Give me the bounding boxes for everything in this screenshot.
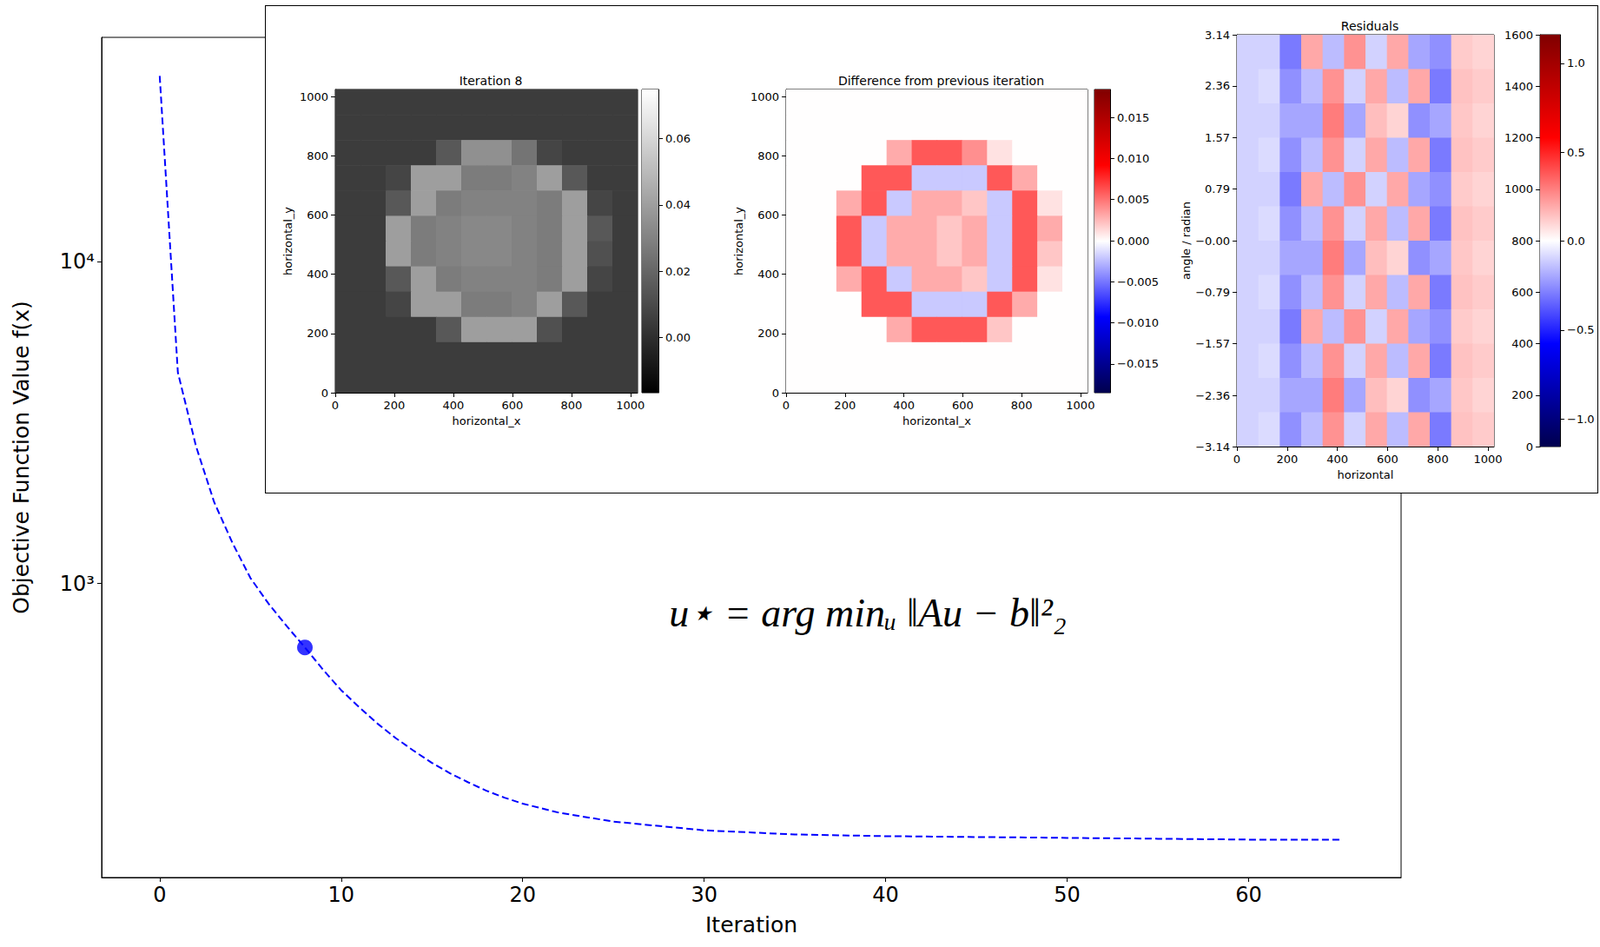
- svg-text:−0.005: −0.005: [1117, 275, 1159, 289]
- svg-text:Objective Function Value f(x): Objective Function Value f(x): [8, 300, 34, 614]
- svg-text:−0.00: −0.00: [1195, 234, 1230, 248]
- svg-text:600: 600: [501, 398, 523, 412]
- svg-text:0.79: 0.79: [1204, 182, 1230, 196]
- svg-text:Iteration 8: Iteration 8: [459, 73, 523, 88]
- svg-text:Difference from previous itera: Difference from previous iteration: [838, 73, 1045, 88]
- svg-text:−0.010: −0.010: [1117, 316, 1159, 330]
- svg-text:0: 0: [331, 398, 339, 412]
- svg-text:0.005: 0.005: [1117, 192, 1150, 206]
- svg-text:800: 800: [306, 149, 329, 163]
- svg-text:2.36: 2.36: [1204, 79, 1230, 93]
- svg-text:200: 200: [383, 398, 406, 412]
- svg-text:1.0: 1.0: [1566, 56, 1586, 70]
- svg-text:600: 600: [757, 208, 780, 222]
- svg-text:600: 600: [952, 398, 974, 412]
- svg-text:400: 400: [892, 398, 915, 412]
- svg-text:−1.0: −1.0: [1566, 412, 1595, 426]
- svg-text:30: 30: [690, 882, 718, 907]
- svg-text:3.14: 3.14: [1204, 28, 1230, 42]
- svg-text:400: 400: [1326, 452, 1349, 466]
- svg-text:1000: 1000: [750, 90, 780, 104]
- svg-text:0: 0: [1526, 440, 1534, 454]
- svg-text:0.02: 0.02: [665, 264, 691, 278]
- svg-text:10⁴: 10⁴: [59, 249, 95, 274]
- svg-text:Iteration: Iteration: [705, 912, 798, 938]
- svg-text:0.0: 0.0: [1566, 234, 1586, 248]
- svg-text:0: 0: [152, 882, 166, 907]
- svg-text:10: 10: [328, 882, 356, 907]
- svg-text:horizontal: horizontal: [1337, 468, 1395, 482]
- svg-text:−0.79: −0.79: [1195, 285, 1230, 299]
- svg-text:angle / radian: angle / radian: [1179, 201, 1193, 280]
- svg-text:−0.015: −0.015: [1117, 357, 1159, 371]
- svg-text:1600: 1600: [1504, 28, 1534, 42]
- svg-text:−2.36: −2.36: [1195, 389, 1230, 403]
- svg-text:40: 40: [872, 882, 900, 907]
- svg-text:200: 200: [306, 326, 329, 340]
- svg-text:200: 200: [1276, 452, 1298, 466]
- svg-text:0.00: 0.00: [665, 330, 691, 344]
- svg-text:horizontal_x: horizontal_x: [451, 414, 521, 428]
- svg-text:800: 800: [757, 149, 780, 163]
- svg-text:10³: 10³: [59, 571, 95, 596]
- svg-text:20: 20: [509, 882, 536, 907]
- svg-text:1.57: 1.57: [1204, 131, 1230, 145]
- svg-text:800: 800: [1011, 398, 1033, 412]
- svg-text:0: 0: [1233, 452, 1241, 466]
- svg-text:400: 400: [442, 398, 465, 412]
- svg-text:1000: 1000: [1504, 182, 1534, 196]
- svg-text:1400: 1400: [1504, 79, 1534, 93]
- svg-text:400: 400: [1511, 337, 1534, 351]
- svg-text:400: 400: [306, 267, 329, 281]
- svg-text:0.04: 0.04: [665, 198, 691, 212]
- svg-text:−1.57: −1.57: [1195, 337, 1230, 351]
- svg-text:−3.14: −3.14: [1195, 440, 1230, 454]
- svg-text:600: 600: [1511, 285, 1534, 299]
- svg-text:800: 800: [1427, 452, 1449, 466]
- svg-text:0.5: 0.5: [1566, 145, 1586, 159]
- svg-text:200: 200: [833, 398, 856, 412]
- svg-text:1000: 1000: [1474, 452, 1503, 466]
- svg-text:−0.5: −0.5: [1566, 323, 1595, 337]
- svg-text:50: 50: [1053, 882, 1081, 907]
- svg-text:0.06: 0.06: [665, 132, 691, 146]
- svg-text:0: 0: [772, 386, 780, 400]
- svg-text:horizontal_x: horizontal_x: [902, 414, 972, 428]
- svg-text:1000: 1000: [299, 90, 329, 104]
- svg-text:1000: 1000: [615, 398, 645, 412]
- svg-text:horizontal_y: horizontal_y: [732, 206, 746, 276]
- svg-text:200: 200: [757, 326, 780, 340]
- svg-text:0: 0: [782, 398, 790, 412]
- svg-text:0.000: 0.000: [1117, 234, 1150, 248]
- svg-text:u⋆ = arg minᵤ ‖Au − b‖²₂: u⋆ = arg minᵤ ‖Au − b‖²₂: [668, 590, 1066, 635]
- svg-text:Residuals: Residuals: [1341, 19, 1399, 34]
- svg-text:200: 200: [1511, 388, 1534, 402]
- svg-text:800: 800: [1511, 234, 1534, 248]
- svg-text:0: 0: [321, 386, 329, 400]
- svg-text:0.010: 0.010: [1117, 152, 1150, 166]
- svg-text:1200: 1200: [1504, 131, 1534, 145]
- svg-text:600: 600: [306, 208, 329, 222]
- svg-text:600: 600: [1376, 452, 1399, 466]
- svg-text:800: 800: [560, 398, 582, 412]
- svg-text:1000: 1000: [1065, 398, 1095, 412]
- svg-text:400: 400: [757, 267, 780, 281]
- svg-text:60: 60: [1235, 882, 1263, 907]
- svg-text:0.015: 0.015: [1117, 111, 1150, 125]
- svg-text:horizontal_y: horizontal_y: [281, 206, 295, 276]
